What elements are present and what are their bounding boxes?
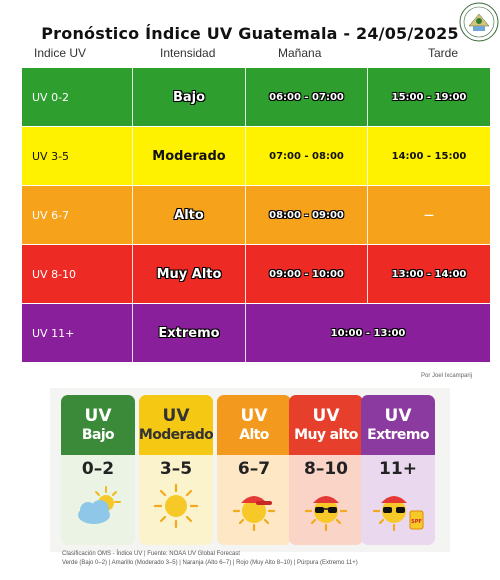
cell-intensidad: Muy Alto (133, 245, 246, 303)
cell-tarde: 13:00 - 14:00 (391, 268, 467, 280)
table-row-alto: UV 6-7 Alto 08:00 - 09:00 — (22, 186, 490, 244)
cell-indice: UV 8-10 (22, 245, 133, 303)
uv-card-alto: UV Alto 6–7 (217, 395, 291, 545)
card-level-label: Muy alto (294, 426, 358, 443)
card-range: 3–5 (159, 459, 193, 479)
card-range: 8–10 (304, 459, 348, 479)
table-row-extremo: UV 11+ Extremo 10:00 - 13:00 (22, 304, 490, 362)
uv-card-moderado: UV Moderado 3–5 (139, 395, 213, 545)
page-title: Pronóstico Índice UV Guatemala - 24/05/2… (41, 24, 459, 43)
sun-cap-icon (232, 496, 276, 531)
card-body: 3–5 (139, 455, 213, 545)
card-level-label: Extremo (367, 426, 429, 443)
cell-indice: UV 6-7 (22, 186, 133, 244)
header-intensidad: Intensidad (160, 46, 216, 60)
card-body: 11+ SPF (361, 455, 435, 545)
cell-intensidad: Bajo (133, 68, 246, 126)
table-row-bajo: UV 0-2 Bajo 06:00 - 07:00 15:00 - 19:00 (22, 68, 490, 126)
table-row-muy-alto: UV 8-10 Muy Alto 09:00 - 10:00 13:00 - 1… (22, 245, 490, 303)
cell-intensidad: Alto (133, 186, 246, 244)
uv-card-extremo: UV Extremo 11+ SPF (361, 395, 435, 545)
card-uv-label: UV (162, 405, 190, 426)
card-range: 6–7 (237, 459, 271, 479)
cell-manana: 06:00 - 07:00 (246, 68, 368, 126)
card-header: UV Extremo (361, 395, 435, 455)
author-credit: Por Joel Ixcamparij (421, 373, 473, 379)
sun-spf-icon: SPF (372, 496, 424, 531)
uv-card-bajo: UV Bajo 0–2 (61, 395, 135, 545)
card-header: UV Muy alto (289, 395, 363, 455)
header-indice-uv: Indice UV (34, 46, 87, 60)
card-uv-label: UV (84, 405, 112, 426)
spf-label: SPF (411, 519, 422, 525)
cell-indice: UV 0-2 (22, 68, 133, 126)
institution-seal-logo (459, 2, 499, 42)
cell-tarde: 14:00 - 15:00 (391, 150, 467, 162)
card-body: 8–10 (289, 455, 363, 545)
card-level-label: Bajo (81, 426, 115, 443)
cell-manana: 09:00 - 10:00 (246, 245, 368, 303)
cell-intensidad: Extremo (133, 304, 246, 362)
sun-icon (153, 483, 199, 529)
cell-intensidad: Moderado (133, 127, 246, 185)
card-uv-label: UV (312, 405, 340, 426)
row-divider (22, 126, 490, 127)
uv-card-muy-alto: UV Muy alto 8–10 (289, 395, 363, 545)
cell-indice: UV 3-5 (22, 127, 133, 185)
cell-indice: UV 11+ (22, 304, 133, 362)
card-uv-label: UV (384, 405, 412, 426)
cell-tarde: — (424, 209, 434, 221)
cell-tarde: 15:00 - 19:00 (391, 91, 467, 103)
header-tarde: Tarde (428, 46, 459, 60)
card-uv-label: UV (240, 405, 268, 426)
table-row-moderado: UV 3-5 Moderado 07:00 - 08:00 14:00 - 15… (22, 127, 490, 185)
header-manana: Mañana (278, 46, 322, 60)
footer-legend-line: Verde (Bajo 0–2) | Amarillo (Moderado 3–… (62, 560, 358, 566)
card-range: 0–2 (81, 459, 115, 479)
sun-sunglasses-icon (304, 496, 348, 531)
card-header: UV Alto (217, 395, 291, 455)
row-divider (22, 185, 490, 186)
card-body: 0–2 (61, 455, 135, 545)
card-body: 6–7 (217, 455, 291, 545)
card-level-label: Moderado (139, 426, 213, 443)
cell-manana: 07:00 - 08:00 (246, 127, 368, 185)
card-level-label: Alto (239, 426, 269, 443)
row-divider (22, 244, 490, 245)
card-header: UV Bajo (61, 395, 135, 455)
row-divider (22, 303, 490, 304)
cloud-sun-icon (78, 486, 121, 524)
cell-manana-tarde: 10:00 - 13:00 (330, 327, 406, 339)
cell-manana: 08:00 - 09:00 (246, 186, 368, 244)
card-header: UV Moderado (139, 395, 213, 455)
footer-source-line: Clasificación OMS - Índice UV | Fuente: … (62, 551, 240, 557)
card-range: 11+ (379, 459, 417, 479)
